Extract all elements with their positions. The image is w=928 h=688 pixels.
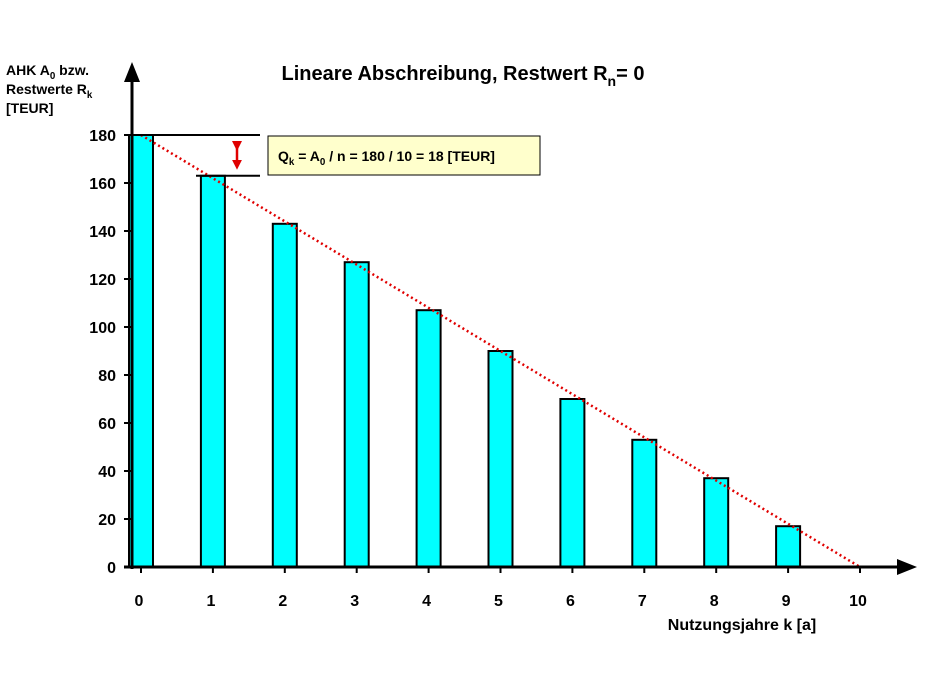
y-tick-label: 180: [89, 128, 116, 145]
bar: [271, 222, 298, 569]
annotation: Qk = A0 / n = 180 / 10 = 18 [TEUR]: [278, 148, 495, 168]
x-tick-label: 0: [135, 593, 144, 610]
y-axis-label: AHK A0 bzw.: [6, 62, 89, 82]
bar: [631, 438, 658, 568]
y-tick-label: 140: [89, 224, 116, 241]
y-axis-arrow: [124, 62, 140, 82]
x-tick-label: 3: [350, 593, 359, 610]
text-part: bzw.: [55, 62, 89, 78]
text-part: Lineare Abschreibung, Restwert R: [282, 63, 609, 85]
x-tick-label: 10: [849, 593, 867, 610]
bar: [415, 309, 442, 568]
x-tick-label: 8: [710, 593, 719, 610]
text-part: Q: [278, 148, 289, 164]
bar: [775, 525, 802, 569]
x-tick-label: 2: [278, 593, 287, 610]
x-tick-label: 5: [494, 593, 503, 610]
subscript: 0: [320, 157, 326, 168]
x-tick-label: 9: [782, 593, 791, 610]
y-tick-label: 80: [98, 368, 116, 385]
y-tick-label: 20: [98, 512, 116, 529]
x-tick-label: 1: [206, 593, 215, 610]
subscript: k: [87, 90, 93, 101]
y-tick-label: 160: [89, 176, 116, 193]
subscript: 0: [50, 71, 56, 82]
x-tick-label: 7: [638, 593, 647, 610]
chart-title: Lineare Abschreibung, Restwert Rn= 0: [282, 63, 645, 89]
bar: [487, 350, 514, 568]
y-axis-label: Restwerte Rk: [6, 81, 93, 101]
bar: [343, 261, 370, 568]
bar: [559, 398, 586, 568]
bar: [199, 174, 226, 569]
x-axis-label: Nutzungsjahre k [a]: [668, 617, 816, 634]
y-tick-label: 40: [98, 464, 116, 481]
text-part: Restwerte R: [6, 81, 87, 97]
text-part: / n = 180 / 10 = 18 [TEUR]: [325, 148, 495, 164]
x-axis-arrow: [897, 559, 917, 575]
y-tick-label: 100: [89, 320, 116, 337]
subscript: k: [289, 157, 295, 168]
y-tick-label: 120: [89, 272, 116, 289]
bar: [703, 477, 730, 569]
y-tick-label: 60: [98, 416, 116, 433]
text-part: AHK A: [6, 62, 50, 78]
y-axis-label: [TEUR]: [6, 100, 53, 116]
subscript: n: [608, 73, 617, 89]
x-tick-label: 6: [566, 593, 575, 610]
text-part: = 0: [616, 63, 644, 85]
y-tick-label: 0: [107, 560, 116, 577]
x-tick-label: 4: [422, 593, 431, 610]
text-part: [TEUR]: [6, 100, 53, 116]
text-part: = A: [294, 148, 320, 164]
annotation-box: [267, 135, 541, 176]
